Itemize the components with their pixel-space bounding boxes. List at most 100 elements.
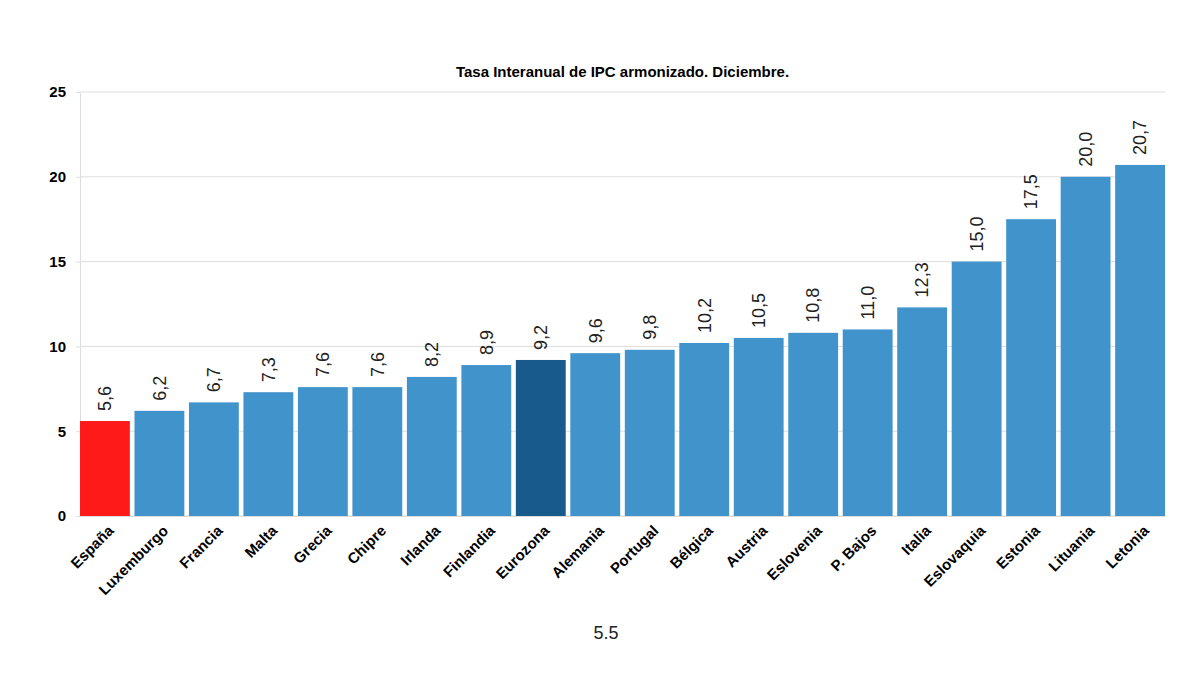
data-label: 10,5 <box>749 293 769 328</box>
data-label: 7,6 <box>313 352 333 377</box>
y-tick-label: 0 <box>58 507 66 524</box>
bar <box>243 392 293 516</box>
x-tick-label: P. Bajos <box>827 522 880 575</box>
y-tick-mark <box>76 92 80 93</box>
y-tick: 15 <box>49 253 80 270</box>
bar <box>843 329 893 516</box>
x-tick-label: Eslovenia <box>763 521 825 583</box>
y-tick-mark <box>76 262 80 263</box>
chart: 0 5 10 15 20 25 EspañaLuxemburgoFrancia MaltaGr… <box>0 0 1200 675</box>
bar <box>80 421 130 516</box>
y-tick-label: 20 <box>49 168 66 185</box>
y-tick-mark <box>76 431 80 432</box>
data-label: 8,9 <box>477 330 497 355</box>
y-tick: 0 <box>58 507 80 524</box>
bar <box>298 387 348 516</box>
data-label: 10,2 <box>695 298 715 333</box>
data-label: 10,8 <box>803 288 823 323</box>
x-tick: España <box>67 521 117 571</box>
data-label: 15,0 <box>967 217 987 252</box>
x-tick: Malta <box>241 521 281 561</box>
bar <box>734 338 784 516</box>
data-label: 17,5 <box>1021 174 1041 209</box>
x-tick-label: Chipre <box>344 522 390 568</box>
x-tick-label: Grecia <box>290 521 336 567</box>
y-tick-mark <box>76 346 80 347</box>
y-tick-mark <box>76 177 80 178</box>
x-tick-label: Bélgica <box>666 521 716 571</box>
x-tick-label: Luxemburgo <box>95 522 171 598</box>
y-tick-mark <box>76 516 80 517</box>
x-tick: Austria <box>722 521 771 570</box>
bar <box>788 333 838 516</box>
grid-line <box>80 346 1165 347</box>
x-tick: Luxemburgo <box>95 522 171 598</box>
data-label: 7,3 <box>259 357 279 382</box>
data-label: 6,7 <box>204 367 224 392</box>
x-tick-label: Finlandia <box>440 521 499 580</box>
y-tick: 5 <box>58 423 80 440</box>
x-tick: Finlandia <box>440 521 499 580</box>
bar <box>1115 165 1165 516</box>
y-axis-line <box>76 93 81 517</box>
x-tick-label: Lituania <box>1045 521 1098 574</box>
grid-line <box>80 261 1165 262</box>
data-label: 20,7 <box>1130 120 1150 155</box>
x-tick-label: Letonia <box>1102 521 1152 571</box>
y-tick: 25 <box>49 83 80 100</box>
x-axis-line <box>81 516 1166 517</box>
y-tick-label: 5 <box>58 423 66 440</box>
x-tick: P. Bajos <box>827 522 880 575</box>
bar <box>1061 177 1111 516</box>
data-label: 9,8 <box>640 315 660 340</box>
bar <box>189 402 239 516</box>
x-tick: Chipre <box>344 522 390 568</box>
x-tick-label: Irlanda <box>397 521 444 568</box>
grid-line <box>80 92 1165 93</box>
data-label: 20,0 <box>1076 132 1096 167</box>
x-tick: Estonia <box>993 521 1044 572</box>
plot: 0 5 10 15 20 25 EspañaLuxemburgoFrancia MaltaGr… <box>49 83 1165 598</box>
grid <box>80 92 1165 516</box>
x-tick-label: Italia <box>898 521 935 558</box>
data-label: 6,2 <box>150 376 170 401</box>
x-tick-label: Francia <box>176 521 226 571</box>
x-tick: Alemania <box>548 521 608 581</box>
x-tick-label: Eslovaquia <box>920 521 988 589</box>
y-tick: 10 <box>49 338 80 355</box>
bar <box>134 411 184 516</box>
y-tick: 20 <box>49 168 80 185</box>
x-tick: Francia <box>176 521 226 571</box>
y-tick-label: 15 <box>49 253 66 270</box>
y-tick-label: 25 <box>49 83 66 100</box>
x-axis: EspañaLuxemburgoFrancia MaltaGreciaChipre… <box>67 517 1165 599</box>
bars <box>80 165 1165 516</box>
bar <box>625 350 675 516</box>
x-tick: Bélgica <box>666 521 716 571</box>
title: Tasa Interanual de IPC armonizado. Dicie… <box>456 63 789 80</box>
annotation: 5.5 <box>593 623 618 643</box>
x-tick: Irlanda <box>397 521 444 568</box>
data-label: 5,6 <box>95 386 115 411</box>
grid-line <box>80 516 1165 517</box>
x-tick: Italia <box>898 521 935 558</box>
bar <box>897 307 947 516</box>
bar <box>352 387 402 516</box>
x-tick-label: Portugal <box>607 522 662 577</box>
bar <box>516 360 566 516</box>
grid-line <box>80 176 1165 177</box>
data-label: 8,2 <box>422 342 442 367</box>
bar <box>679 343 729 516</box>
x-tick-label: Austria <box>722 521 771 570</box>
x-tick: Letonia <box>1102 521 1152 571</box>
bar <box>1006 219 1056 516</box>
x-tick: Grecia <box>290 521 336 567</box>
x-tick: Lituania <box>1045 521 1098 574</box>
data-label: 7,6 <box>368 352 388 377</box>
x-tick-label: Eurozona <box>492 521 553 582</box>
x-tick: Eurozona <box>492 521 553 582</box>
bar <box>461 365 511 516</box>
bar <box>952 262 1002 516</box>
bar <box>407 377 457 516</box>
y-tick-label: 10 <box>49 338 66 355</box>
